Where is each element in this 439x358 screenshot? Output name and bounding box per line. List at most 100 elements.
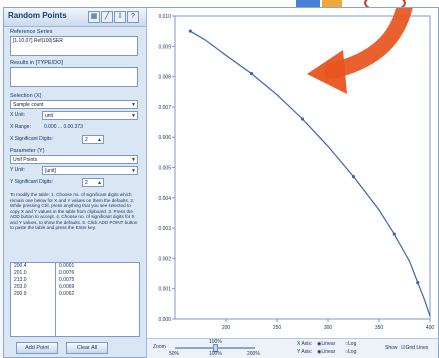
- zoom-value: 100%: [209, 339, 222, 345]
- plot-area[interactable]: 0.000 0.001 0.002 0.003 0.004 0.005 0.006 0.007…: [147, 0, 438, 338]
- y-column: 0.0001 0.0076 0.0075 0.0069 0.0062: [59, 263, 74, 298]
- show-label: Show: [385, 345, 398, 351]
- data-point[interactable]: [392, 232, 396, 236]
- param-value: Unif Points: [13, 157, 38, 163]
- table-cell-y[interactable]: 0.0062: [59, 291, 75, 297]
- x-range-label: X Range:: [10, 124, 31, 130]
- x-linear-label: Linear: [321, 341, 336, 347]
- line-icon[interactable]: ╱: [101, 11, 113, 23]
- y-sig-label: Y Significant Digits:: [10, 179, 53, 185]
- y-unit-select[interactable]: [unit] ▼: [42, 166, 138, 175]
- grid-lines-label: Grid Lines: [405, 345, 429, 351]
- grid-lines-checkbox[interactable]: ☑ Grid Lines: [401, 345, 429, 351]
- control-panel: Random Points ▦ ╱ ⇩ ? Reference Series […: [4, 8, 147, 357]
- y-tick-label: 0.007: [158, 105, 171, 111]
- zoom-slider[interactable]: [175, 344, 255, 352]
- table-cell-x[interactable]: 213.0: [14, 277, 27, 283]
- y-tick-label: 0.006: [158, 135, 171, 141]
- y-axis-label: Y Axis:: [297, 349, 313, 355]
- points-table[interactable]: 200.4 201.0 213.0 203.0 200.9 0.0001 0.0076 0.…: [10, 262, 140, 337]
- selection-value: Sample count: [13, 102, 44, 108]
- results-input[interactable]: [10, 67, 138, 87]
- app-title: Random Points: [8, 11, 67, 20]
- help-icon[interactable]: ?: [127, 11, 139, 23]
- reference-input[interactable]: [1.10.07] Ref|100|SER: [10, 36, 138, 56]
- data-point[interactable]: [300, 117, 305, 121]
- y-linear-radio[interactable]: ◉ Linear: [317, 349, 336, 355]
- selection-label: Selection (X): [10, 93, 42, 99]
- table-cell-y[interactable]: 0.0001: [59, 263, 75, 269]
- app-window: Random Points ▦ ╱ ⇩ ? Reference Series […: [3, 0, 439, 358]
- spin-icon: ▲: [97, 180, 102, 186]
- y-tick-label: 0.001: [158, 287, 171, 293]
- x-axis-label: X Axis:: [297, 341, 313, 347]
- reference-label: Reference Series: [10, 29, 53, 35]
- data-point[interactable]: [351, 174, 356, 179]
- x-sig-label: X Significant Digits:: [10, 136, 54, 142]
- x-log-radio[interactable]: ○ Log: [345, 341, 357, 347]
- table-cell-x[interactable]: 200.4: [14, 263, 27, 269]
- param-select[interactable]: Unif Points ▼: [10, 155, 138, 164]
- y-tick-label: 0.004: [158, 196, 171, 202]
- data-point[interactable]: [416, 281, 420, 285]
- plot-frame: [174, 15, 431, 320]
- taskbar-tab[interactable]: [322, 0, 342, 7]
- chevron-down-icon: ▼: [131, 113, 136, 119]
- orange-arrow-annotation: [307, 0, 413, 94]
- chevron-down-icon: ▼: [131, 157, 136, 163]
- add-point-button[interactable]: Add Point: [16, 342, 58, 354]
- results-label: Results in [TYPE/DO]: [10, 60, 63, 66]
- table-cell-y[interactable]: 0.0075: [59, 277, 75, 283]
- export-icon[interactable]: ⇩: [114, 11, 126, 23]
- y-tick-label: 0.002: [158, 256, 171, 262]
- spin-icon: ▲: [97, 137, 102, 143]
- y-log-label: Log: [348, 349, 357, 355]
- y-tick-label: 0.010: [158, 14, 171, 20]
- x-sig-value: 2: [85, 137, 88, 143]
- chevron-down-icon: ▼: [131, 102, 136, 108]
- x-unit-select[interactable]: unit ▼: [42, 111, 138, 120]
- table-cell-y[interactable]: 0.0076: [59, 270, 75, 276]
- y-sig-stepper[interactable]: 2 ▲: [82, 178, 104, 187]
- zoom-label: Zoom: [153, 344, 166, 350]
- table-cell-y[interactable]: 0.0069: [59, 284, 75, 290]
- zoom-slider-knob[interactable]: [213, 344, 218, 352]
- table-cell-x[interactable]: 203.0: [14, 284, 27, 290]
- title-bar: Random Points ▦ ╱ ⇩ ?: [4, 8, 146, 27]
- taskbar-tab[interactable]: [296, 0, 320, 7]
- chart-svg: 0.000 0.001 0.002 0.003 0.004 0.005 0.006 0.007…: [158, 0, 435, 331]
- data-point[interactable]: [249, 71, 254, 76]
- x-unit-label: X Unit:: [10, 112, 26, 118]
- clear-all-button[interactable]: Clear All: [66, 342, 108, 354]
- x-sig-stepper[interactable]: 2 ▲: [82, 135, 104, 144]
- column-divider: [55, 263, 56, 336]
- zoom-tick: 50%: [169, 351, 180, 357]
- y-unit-label: Y Unit:: [10, 167, 25, 173]
- x-column: 200.4 201.0 213.0 203.0 200.9: [14, 263, 27, 298]
- x-tick-label: 200: [222, 325, 231, 331]
- zoom-tick: 200%: [247, 351, 260, 357]
- y-tick-label: 0.009: [158, 44, 171, 50]
- x-log-label: Log: [348, 341, 357, 347]
- grid-icon[interactable]: ▦: [88, 11, 100, 23]
- y-tick-label: 0.000: [158, 317, 171, 323]
- y-log-radio[interactable]: ○ Log: [345, 349, 357, 355]
- x-tick-label: 250: [273, 325, 282, 331]
- bottom-bar: Zoom 100% 50% 100% 200% X Axis: ◉ Linear…: [147, 338, 438, 358]
- data-point[interactable]: [188, 29, 192, 33]
- x-tick-label: 300: [324, 325, 333, 331]
- y-tick-label: 0.008: [158, 75, 171, 81]
- y-tick-label: 0.003: [158, 226, 171, 232]
- selection-select[interactable]: Sample count ▼: [10, 100, 138, 109]
- x-range-value: 0.000 ... 0.00.373: [44, 124, 83, 130]
- y-tick-label: 0.005: [158, 166, 171, 172]
- instructions-text: To modify the table: 1. Choose no. of si…: [10, 192, 138, 230]
- chevron-down-icon: ▼: [131, 168, 136, 174]
- y-sig-value: 2: [85, 180, 88, 186]
- y-linear-label: Linear: [321, 349, 336, 355]
- x-linear-radio[interactable]: ◉ Linear: [317, 341, 336, 347]
- series-line: [189, 30, 431, 317]
- table-cell-x[interactable]: 201.0: [14, 270, 27, 276]
- x-tick-label: 400: [426, 325, 435, 331]
- table-cell-x[interactable]: 200.9: [14, 291, 27, 297]
